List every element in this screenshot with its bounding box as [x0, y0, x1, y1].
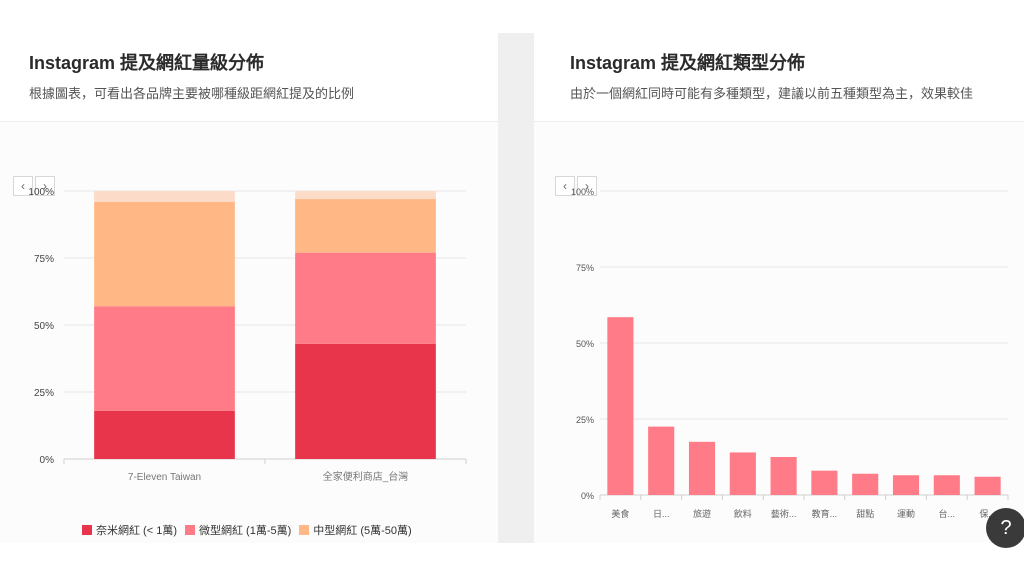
- bar: [688, 441, 716, 495]
- next-button[interactable]: ›: [35, 176, 55, 196]
- legend-label: 大型網紅 (50萬-100萬): [96, 542, 207, 543]
- prev-button[interactable]: ‹: [555, 176, 575, 196]
- chart-legend: 奈米網紅 (< 1萬) 微型網紅 (1萬-5萬) 中型網紅 (5萬-50萬) 大型網紅…: [82, 520, 422, 543]
- legend-label: 名人網紅 (100萬+): [229, 542, 319, 543]
- bar-segment: [295, 252, 436, 344]
- legend-label: 微型網紅 (1萬-5萬): [198, 525, 292, 537]
- x-tick-label: 旅遊: [693, 508, 711, 519]
- bar: [974, 476, 1001, 495]
- x-tick-label: 美食: [611, 508, 629, 519]
- y-tick-label: 100%: [28, 187, 54, 198]
- influencer-type-panel: Instagram 提及網紅類型分佈 由於一個網紅同時可能有多種類型，建議以前五…: [534, 33, 1024, 543]
- panel-body: ‹ › 0% 25% 50% 75% 100% 7-Eleven Taiwan 全家便利商店…: [0, 122, 498, 543]
- bar-segment: [295, 199, 436, 253]
- x-tick-label: 台...: [939, 508, 956, 519]
- panel-title: Instagram 提及網紅量級分佈: [29, 53, 265, 73]
- x-tick-label: 日...: [653, 509, 670, 519]
- legend-row: 奈米網紅 (< 1萬) 微型網紅 (1萬-5萬) 中型網紅 (5萬-50萬): [82, 520, 422, 540]
- bar: [607, 317, 634, 495]
- x-tick-label: 教育...: [812, 508, 838, 519]
- bar-chart: 0% 25% 50% 75% 100% 美食 日... 旅遊 飲料 藝術... 教育... 甜點 運動 台…: [571, 187, 1009, 519]
- y-tick-label: 25%: [576, 415, 594, 425]
- x-tick-label: 飲料: [734, 508, 752, 519]
- legend-item[interactable]: 奈米網紅 (< 1萬): [82, 522, 177, 538]
- influencer-tier-panel: Instagram 提及網紅量級分佈 根據圖表，可看出各品牌主要被哪種級距網紅提…: [0, 33, 498, 543]
- x-tick-label: 全家便利商店_台灣: [323, 470, 409, 483]
- panel-subtitle: 根據圖表，可看出各品牌主要被哪種級距網紅提及的比例: [29, 86, 355, 101]
- question-icon: ?: [1000, 516, 1012, 539]
- y-tick-label: 75%: [34, 254, 54, 265]
- bar: [933, 475, 960, 495]
- legend-swatch: [299, 525, 310, 535]
- bar-segment: [295, 343, 436, 459]
- chart-nav: ‹ ›: [555, 176, 597, 196]
- help-button[interactable]: ?: [986, 508, 1024, 548]
- panel-title: Instagram 提及網紅類型分佈: [570, 53, 806, 73]
- x-tick-label: 保...: [979, 508, 996, 519]
- bar-segment: [94, 191, 235, 202]
- legend-swatch: [82, 525, 92, 535]
- y-tick-label: 50%: [34, 321, 54, 332]
- bar-segment: [94, 410, 235, 459]
- legend-item[interactable]: 中型網紅 (5萬-50萬): [299, 522, 412, 538]
- bar: [811, 470, 838, 495]
- x-tick-label: 運動: [897, 509, 915, 519]
- legend-item[interactable]: 名人網紅 (100萬+): [215, 542, 319, 543]
- y-tick-label: 50%: [576, 339, 594, 349]
- x-tick-label: 藝術...: [771, 508, 797, 519]
- bar-segment: [295, 191, 436, 200]
- panel-subtitle: 由於一個網紅同時可能有多種類型，建議以前五種類型為主，效果較佳: [570, 86, 974, 101]
- chart-nav: ‹ ›: [13, 176, 55, 196]
- stacked-bar-chart: 0% 25% 50% 75% 100% 7-Eleven Taiwan 全家便利商店_台灣: [28, 187, 467, 483]
- legend-label: 奈米網紅 (< 1萬): [96, 525, 177, 537]
- y-tick-label: 0%: [40, 455, 55, 466]
- bar: [892, 475, 920, 495]
- panel-body: ‹ › 0% 25% 50% 75% 100% 美食 日... 旅遊 飲料 藝術... 教育... 甜…: [534, 122, 1024, 543]
- legend-swatch: [184, 525, 195, 535]
- panel-divider: [498, 33, 534, 543]
- bar: [770, 457, 797, 495]
- legend-label: 中型網紅 (5萬-50萬): [313, 525, 412, 537]
- y-tick-label: 75%: [576, 263, 594, 273]
- next-button[interactable]: ›: [577, 176, 597, 196]
- bar: [729, 452, 756, 495]
- x-tick-label: 甜點: [856, 508, 874, 519]
- bar-segment: [94, 201, 235, 307]
- y-tick-label: 0%: [581, 491, 594, 501]
- panel-header: Instagram 提及網紅量級分佈 根據圖表，可看出各品牌主要被哪種級距網紅提…: [0, 33, 498, 122]
- y-tick-label: 25%: [34, 388, 54, 399]
- bar: [852, 473, 879, 495]
- legend-item[interactable]: 微型網紅 (1萬-5萬): [184, 522, 292, 538]
- bar: [648, 426, 675, 495]
- y-tick-label: 100%: [571, 187, 594, 197]
- bar-segment: [94, 306, 235, 411]
- legend-row: 大型網紅 (50萬-100萬) 名人網紅 (100萬+): [82, 540, 422, 543]
- legend-item[interactable]: 大型網紅 (50萬-100萬): [82, 542, 207, 543]
- panel-header: Instagram 提及網紅類型分佈 由於一個網紅同時可能有多種類型，建議以前五…: [534, 33, 1024, 122]
- prev-button[interactable]: ‹: [13, 176, 33, 196]
- x-tick-label: 7-Eleven Taiwan: [128, 472, 201, 483]
